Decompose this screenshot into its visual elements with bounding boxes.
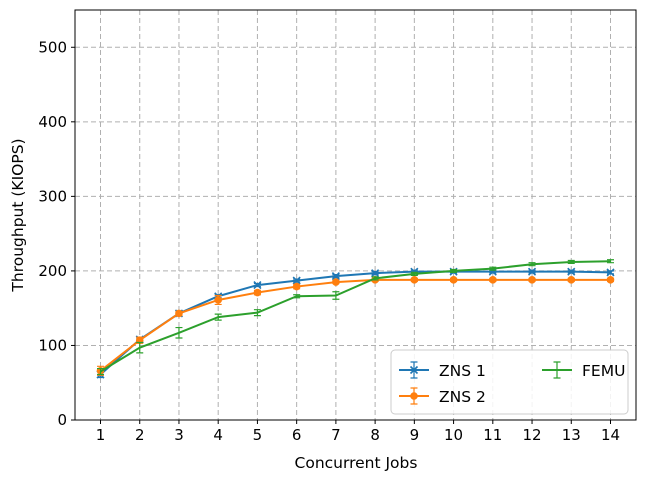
legend: ZNS 1 ZNS 2 FEMU [390,349,629,415]
data-point [253,288,262,297]
x-tick-label: 12 [522,426,541,444]
series-zns-2 [96,276,615,376]
series-layer [96,259,615,379]
y-tick-label: 500 [38,38,67,56]
data-point [332,278,340,286]
x-tick-label: 6 [292,426,302,444]
error-bar [332,291,340,300]
y-tick-label: 300 [38,187,67,205]
data-point [567,267,576,276]
data-point [489,276,497,284]
legend-swatch-marker [410,392,418,400]
legend-item: ZNS 1 [399,361,486,380]
error-bar [410,271,418,276]
data-point [606,276,615,284]
legend-label: ZNS 2 [439,388,486,406]
error-bar [214,313,222,321]
x-tick-label: 2 [135,426,145,444]
error-bar [528,262,536,267]
legend-label: FEMU [582,362,625,380]
error-bar [607,259,614,264]
legend-item: ZNS 2 [399,387,486,406]
data-point [528,276,536,284]
legend-frame [390,349,629,415]
x-tick-label: 14 [601,426,620,444]
data-point [331,272,340,281]
y-axis-ticks: 0 100 200 300 400 500 [38,38,75,429]
plot-frame [74,9,637,421]
series-line [99,278,611,372]
legend-swatch-marker [409,365,419,375]
x-tick-label: 3 [174,426,184,444]
x-tick-label: 9 [410,426,420,444]
error-bar [97,367,104,376]
data-point [292,282,301,291]
y-tick-label: 100 [38,336,67,354]
series-femu [97,259,614,376]
data-point [410,276,419,284]
data-point [253,281,262,290]
legend-swatch-errorbar [553,361,561,379]
data-point [527,267,537,276]
x-tick-label: 13 [562,426,581,444]
x-axis-label: Concurrent Jobs [295,454,418,472]
x-tick-label: 5 [253,426,263,444]
y-axis-label: Throughput (KIOPS) [9,138,27,292]
legend-label: ZNS 1 [439,362,486,380]
x-axis-ticks: 1 2 3 4 5 6 7 8 9 10 11 12 13 14 [96,420,620,444]
error-bar [567,259,575,265]
error-bar [136,341,144,354]
data-point [371,269,380,278]
data-point [175,309,183,318]
error-bar [175,326,183,339]
x-tick-label: 11 [483,426,502,444]
data-point [292,276,301,285]
data-point [449,276,458,284]
series-line [99,260,611,373]
error-bar [253,309,261,317]
data-point [606,268,615,277]
x-tick-label: 7 [331,426,341,444]
y-tick-label: 200 [38,262,67,280]
error-bar [450,268,458,273]
data-point [567,276,576,284]
error-bar [371,276,379,281]
error-bar [489,266,497,271]
error-bar [293,294,301,299]
y-tick-label: 400 [38,113,67,131]
legend-item: FEMU [542,361,625,380]
x-tick-label: 8 [370,426,380,444]
x-tick-label: 4 [213,426,223,444]
y-tick-label: 0 [57,411,67,429]
x-tick-label: 1 [96,426,106,444]
x-tick-label: 10 [444,426,463,444]
data-point [214,296,222,304]
